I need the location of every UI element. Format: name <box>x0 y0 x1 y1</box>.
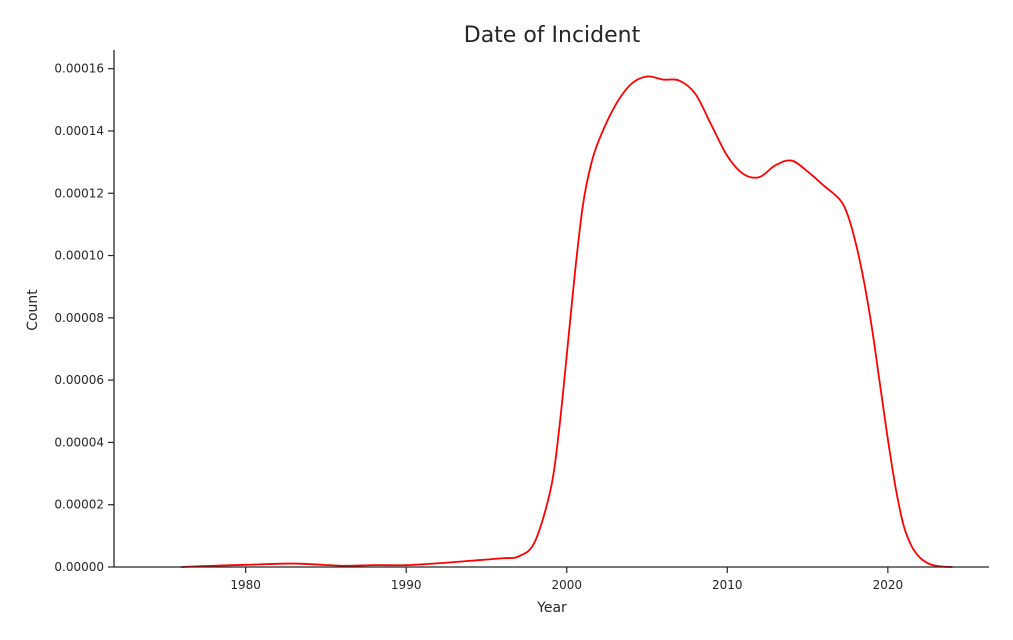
y-tick-label: 0.00014 <box>54 124 104 138</box>
series-line-date-of-incident <box>180 75 953 568</box>
y-tick-label: 0.00012 <box>54 186 104 200</box>
y-tick-label: 0.00016 <box>54 62 104 76</box>
y-axis-ticks: 0.00000 0.00002 0.00004 0.00006 0.00008 0.000… <box>54 62 114 574</box>
x-tick-label: 1980 <box>230 578 261 592</box>
x-tick-label: 2000 <box>551 578 582 592</box>
x-axis-label: Year <box>536 600 567 616</box>
x-tick-label: 2020 <box>873 578 904 592</box>
y-axis-label: Count <box>25 289 41 331</box>
x-tick-label: 2010 <box>712 578 743 592</box>
y-tick-label: 0.00004 <box>54 435 104 449</box>
y-tick-label: 0.00006 <box>54 373 104 387</box>
x-tick-label: 1990 <box>391 578 422 592</box>
y-tick-label: 0.00008 <box>54 311 104 325</box>
y-tick-label: 0.00000 <box>54 560 104 574</box>
y-tick-label: 0.00002 <box>54 498 104 512</box>
y-tick-label: 0.00010 <box>54 249 104 263</box>
x-axis-ticks: 1980 1990 2000 2010 2020 <box>230 567 903 592</box>
chart-title: Date of Incident <box>464 23 641 48</box>
